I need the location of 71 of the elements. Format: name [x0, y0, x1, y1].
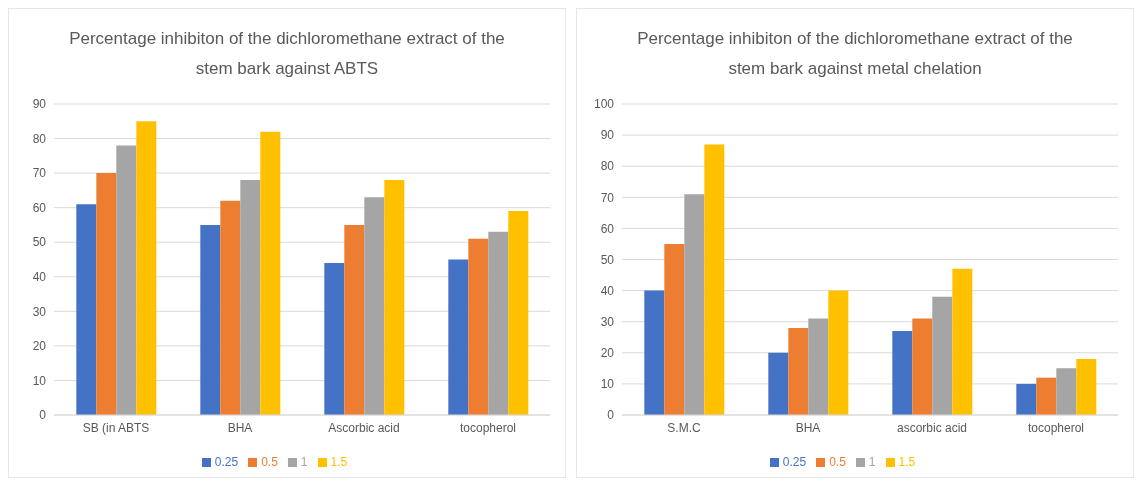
bar: [508, 211, 529, 415]
bar: [664, 243, 685, 415]
bar: [952, 268, 973, 415]
y-tick-label: 80: [32, 131, 47, 146]
bar: [644, 290, 665, 415]
chart-title: Percentage inhibiton of the dichloromethane extract of the stem bark against ABTS: [68, 28, 506, 80]
bar: [96, 173, 117, 415]
bar: [1016, 383, 1037, 415]
bar: [932, 296, 953, 415]
y-tick-label: 60: [600, 221, 615, 236]
y-tick-label: 70: [600, 190, 615, 205]
bar: [808, 318, 829, 415]
bar: [1076, 359, 1097, 415]
y-tick-label: 90: [32, 97, 47, 112]
bar: [76, 204, 97, 415]
legend-label: 0.25: [214, 455, 239, 469]
bar: [488, 231, 509, 415]
bar: [324, 262, 345, 415]
x-tick-label: tocopherol: [1027, 420, 1085, 435]
y-tick-label: 10: [32, 373, 47, 388]
legend-label: 0.25: [782, 455, 807, 469]
chart-title: Percentage inhibiton of the dichloromethane extract of the stem bark against metal chelation: [636, 28, 1074, 80]
x-tick-label: tocopherol: [459, 420, 517, 435]
y-tick-label: 20: [32, 339, 47, 354]
bar: [468, 238, 489, 415]
legend-label: 1: [300, 455, 308, 469]
bar: [892, 331, 913, 415]
x-tick-label: ascorbic acid: [896, 420, 968, 435]
y-tick-label: 30: [600, 314, 615, 329]
bar: [220, 200, 241, 415]
legend-label: 0.5: [829, 455, 846, 469]
bar: [912, 318, 933, 415]
y-tick-label: 10: [600, 377, 615, 392]
y-tick-label: 40: [32, 270, 47, 285]
y-tick-label: 0: [607, 408, 615, 423]
x-tick-label: BHA: [227, 420, 253, 435]
bar: [136, 121, 157, 415]
x-tick-label: BHA: [795, 420, 821, 435]
y-tick-label: 60: [32, 200, 47, 215]
legend-label: 0.5: [261, 455, 278, 469]
bar: [768, 352, 789, 415]
y-tick-label: 70: [32, 166, 47, 181]
bar: [828, 290, 849, 415]
y-tick-label: 0: [39, 408, 47, 423]
bar: [364, 197, 385, 415]
y-tick-label: 100: [593, 97, 615, 112]
bar: [384, 180, 405, 415]
y-tick-label: 50: [600, 252, 615, 267]
bar: [260, 131, 281, 415]
x-tick-label: SB (in ABTS: [82, 420, 150, 435]
bar: [200, 224, 221, 415]
legend-label: 1.5: [898, 455, 916, 469]
bar: [704, 144, 725, 415]
bar: [240, 180, 261, 415]
x-tick-label: Ascorbic acid: [328, 420, 400, 435]
bar: [684, 194, 705, 415]
bar: [1036, 377, 1057, 415]
y-tick-label: 40: [600, 283, 615, 298]
bar: [1056, 368, 1077, 415]
y-tick-label: 20: [600, 346, 615, 361]
legend-label: 1.5: [330, 455, 348, 469]
bar: [116, 145, 137, 415]
y-tick-label: 30: [32, 304, 47, 319]
bar: [344, 224, 365, 415]
y-tick-label: 90: [600, 128, 615, 143]
x-tick-label: S.M.C: [667, 420, 701, 435]
bar: [448, 259, 469, 415]
legend-label: 1: [868, 455, 876, 469]
y-tick-label: 80: [600, 159, 615, 174]
y-tick-label: 50: [32, 235, 47, 250]
bar: [788, 327, 809, 415]
